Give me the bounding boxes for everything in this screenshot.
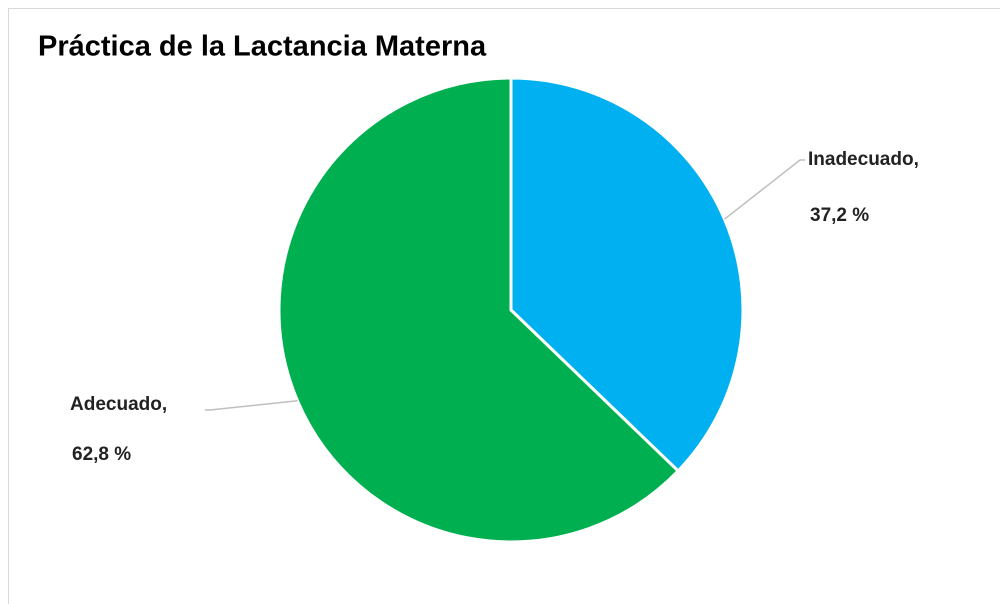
slice-label: Adecuado, [70, 394, 167, 415]
leader-line [724, 159, 805, 220]
leader-line [205, 400, 298, 411]
slice-label: Inadecuado, [808, 149, 919, 170]
value-label: 62,8 % [72, 444, 131, 465]
pie-slice [509, 76, 745, 474]
value-label: 37,2 % [810, 205, 869, 226]
chart-title: Práctica de la Lactancia Materna [38, 31, 487, 63]
pie-slice [277, 76, 681, 544]
